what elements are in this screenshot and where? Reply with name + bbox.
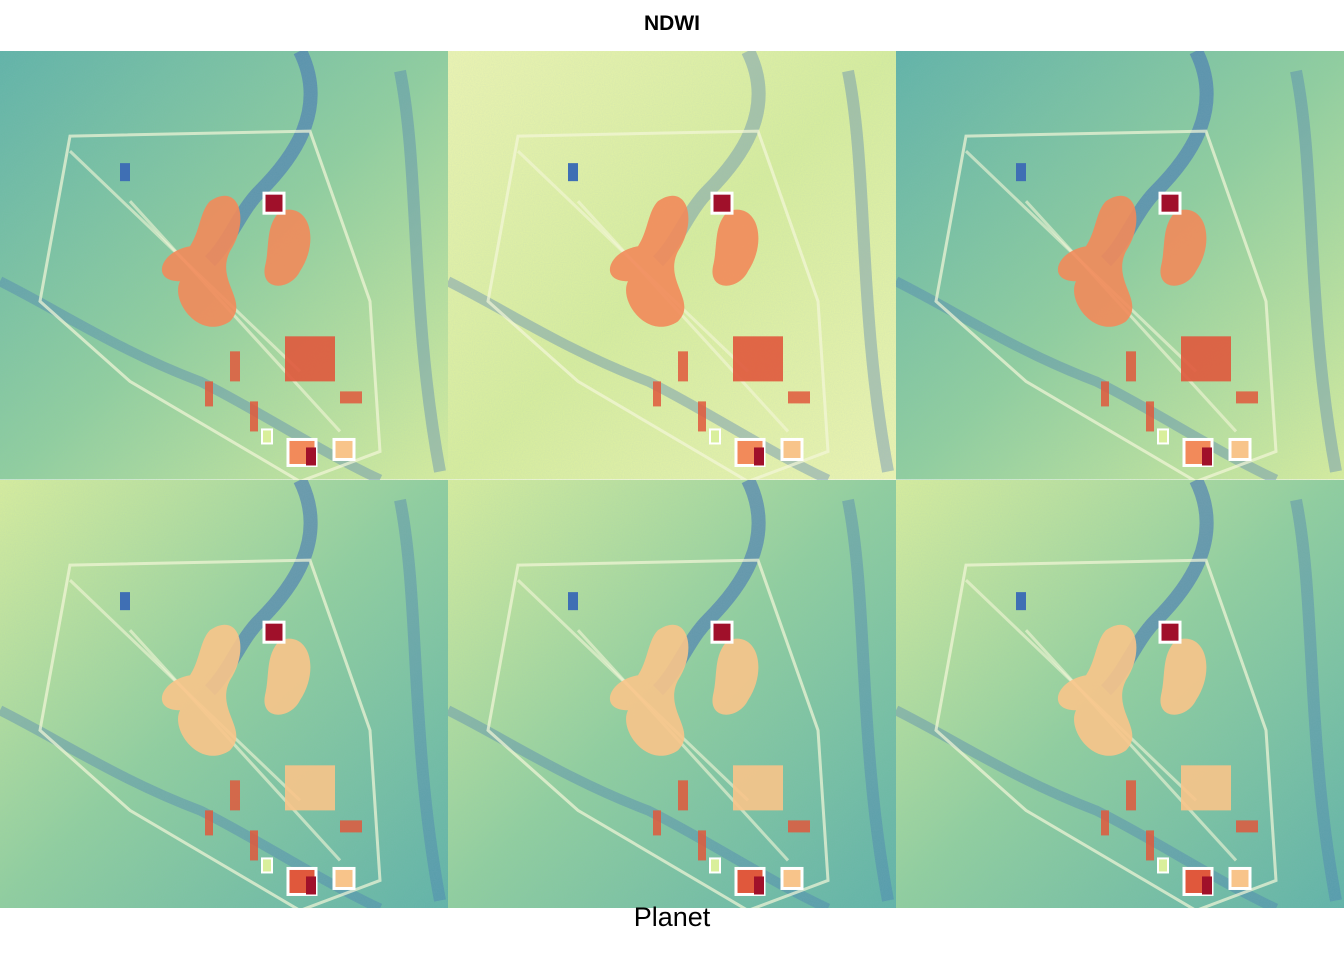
building-strip xyxy=(698,401,706,432)
target-building-core xyxy=(1202,875,1212,894)
facility-boundary xyxy=(934,558,1278,908)
bare-soil-area xyxy=(1057,195,1137,327)
building-strip xyxy=(340,391,362,404)
ndwi-panel-3 xyxy=(896,51,1344,480)
small-structure xyxy=(709,428,721,445)
building-strip xyxy=(230,779,240,810)
target-building xyxy=(332,437,356,461)
building-block xyxy=(285,336,335,382)
facility-road xyxy=(576,628,790,861)
facility-road xyxy=(1024,200,1238,433)
small-structure xyxy=(709,856,721,873)
target-building xyxy=(1228,437,1252,461)
target-building xyxy=(262,620,286,644)
image-grid xyxy=(0,51,1344,908)
ndwi-panel-5 xyxy=(448,479,896,908)
bare-soil-area xyxy=(264,638,311,715)
target-building-core xyxy=(306,447,316,466)
ndwi-panel-1 xyxy=(0,51,448,480)
building-strip xyxy=(230,351,240,382)
building-block xyxy=(733,336,783,382)
bare-soil-area xyxy=(609,195,689,327)
building-strip xyxy=(678,351,688,382)
target-building xyxy=(780,866,804,890)
building-strip xyxy=(1146,401,1154,432)
target-building xyxy=(1158,620,1182,644)
building-strip xyxy=(1146,829,1154,860)
target-building xyxy=(780,437,804,461)
target-building xyxy=(1228,866,1252,890)
small-structure xyxy=(261,856,273,873)
facility-boundary xyxy=(934,129,1278,480)
bare-soil-area xyxy=(712,638,759,715)
water-tank xyxy=(568,591,578,610)
bare-soil-area xyxy=(1160,638,1207,715)
facility-road xyxy=(128,200,342,433)
facility-boundary xyxy=(38,558,382,908)
ndwi-scene xyxy=(0,479,448,908)
ndwi-scene xyxy=(448,479,896,908)
target-building-core xyxy=(306,875,316,894)
ndwi-scene xyxy=(896,51,1344,480)
target-building xyxy=(332,866,356,890)
building-strip xyxy=(340,819,362,832)
bare-soil-area xyxy=(161,624,241,756)
target-building xyxy=(710,620,734,644)
facility-road xyxy=(1024,628,1238,861)
building-strip xyxy=(205,381,213,407)
facility-boundary xyxy=(38,129,382,480)
water-tank xyxy=(1016,591,1026,610)
building-strip xyxy=(788,819,810,832)
ndwi-panel-6 xyxy=(896,479,1344,908)
caption: Planet xyxy=(633,902,711,932)
building-strip xyxy=(1126,351,1136,382)
building-strip xyxy=(678,779,688,810)
building-strip xyxy=(1101,809,1109,835)
building-strip xyxy=(1101,381,1109,407)
plot-title: NDWI xyxy=(644,12,700,35)
water-tank xyxy=(120,591,130,610)
building-block xyxy=(733,764,783,810)
facility-boundary xyxy=(486,129,830,480)
bare-soil-area xyxy=(161,195,241,327)
water-tank xyxy=(1016,163,1026,182)
building-strip xyxy=(653,381,661,407)
facility-road xyxy=(576,200,790,433)
bare-soil-area xyxy=(264,209,311,286)
building-strip xyxy=(788,391,810,404)
bare-soil-area xyxy=(712,209,759,286)
small-structure xyxy=(1157,856,1169,873)
building-strip xyxy=(250,401,258,432)
target-building-core xyxy=(1202,447,1212,466)
water-tank xyxy=(120,163,130,182)
building-strip xyxy=(698,829,706,860)
ndwi-scene xyxy=(448,51,896,480)
target-building xyxy=(1158,191,1182,215)
building-strip xyxy=(1236,391,1258,404)
target-building-core xyxy=(754,447,764,466)
ndwi-scene xyxy=(896,479,1344,908)
ndwi-scene xyxy=(0,51,448,480)
target-building xyxy=(710,191,734,215)
water-tank xyxy=(568,163,578,182)
bare-soil-area xyxy=(1057,624,1137,756)
building-block xyxy=(1181,764,1231,810)
building-strip xyxy=(653,809,661,835)
small-structure xyxy=(261,428,273,445)
ndwi-panel-4 xyxy=(0,479,448,908)
building-block xyxy=(1181,336,1231,382)
small-structure xyxy=(1157,428,1169,445)
building-strip xyxy=(1236,819,1258,832)
bare-soil-area xyxy=(609,624,689,756)
facility-boundary xyxy=(486,558,830,908)
facility-road xyxy=(128,628,342,861)
target-building xyxy=(262,191,286,215)
building-strip xyxy=(250,829,258,860)
ndwi-panel-2 xyxy=(448,51,896,480)
target-building-core xyxy=(754,875,764,894)
building-strip xyxy=(1126,779,1136,810)
bare-soil-area xyxy=(1160,209,1207,286)
building-block xyxy=(285,764,335,810)
building-strip xyxy=(205,809,213,835)
